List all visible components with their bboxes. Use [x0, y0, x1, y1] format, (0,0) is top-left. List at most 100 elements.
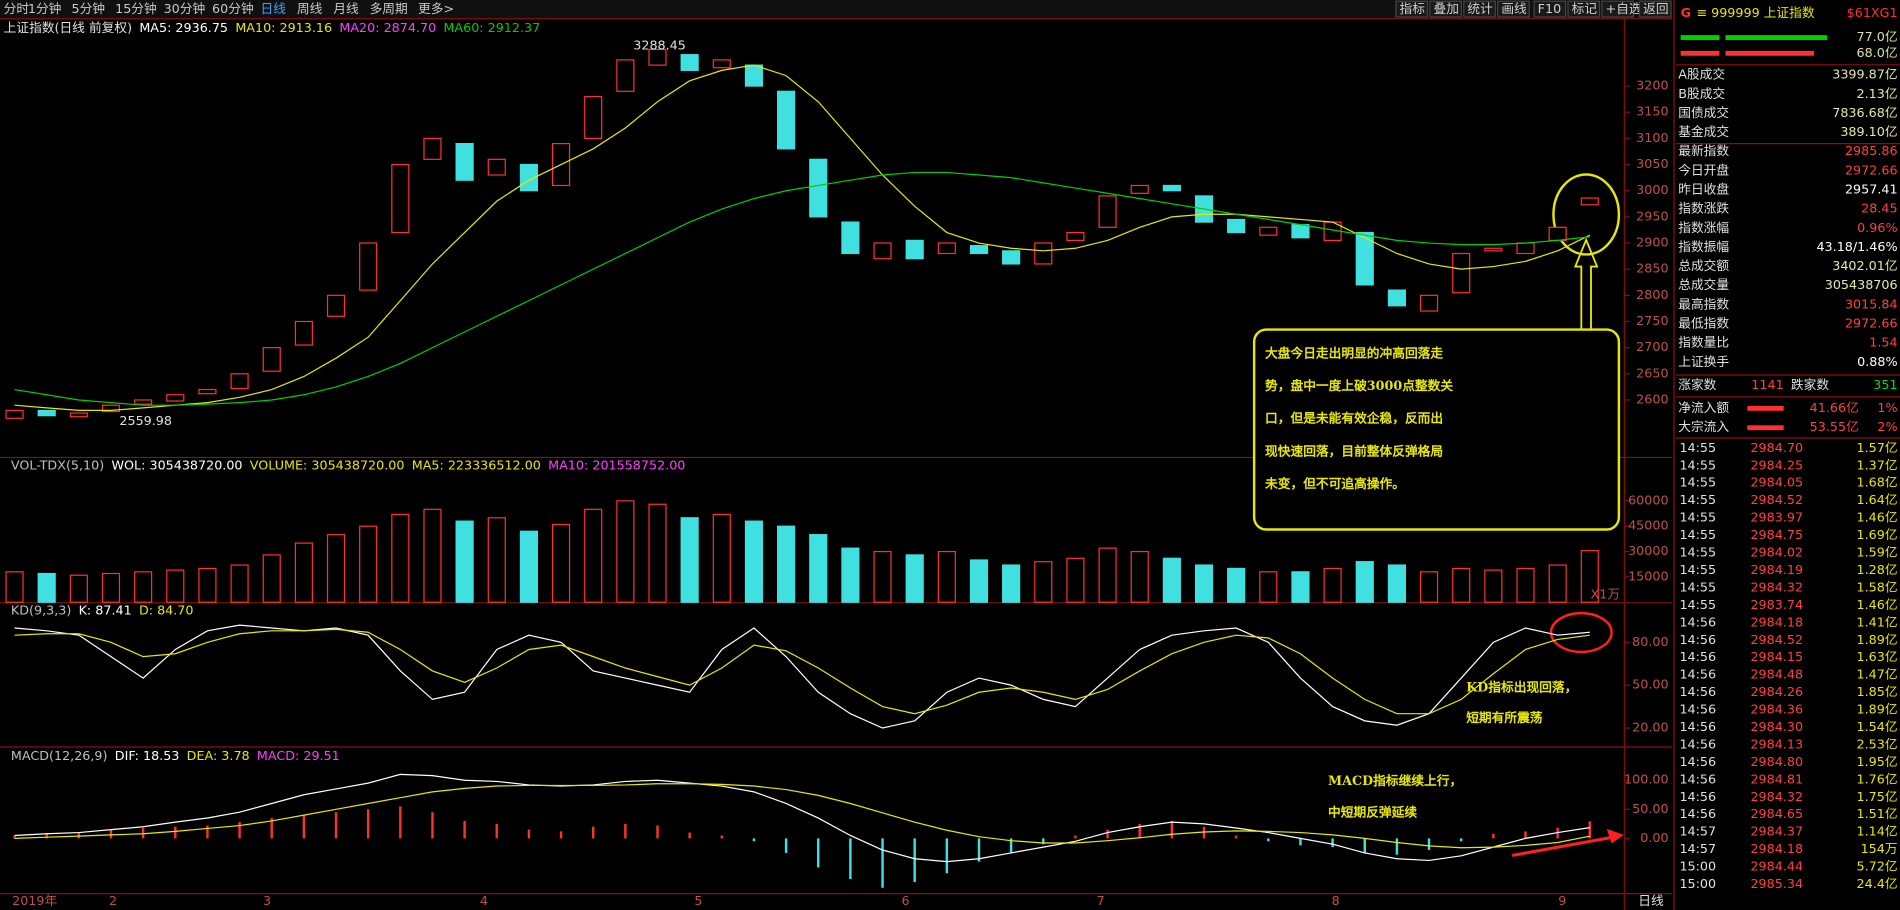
volume-bar [551, 523, 571, 603]
stat-value: 305438706 [1825, 277, 1898, 292]
period-tab[interactable]: 月线 [333, 1, 359, 16]
stat-label: 总成交额 [1678, 258, 1729, 273]
volume-bar [487, 517, 506, 603]
tick-price: 2984.52 [1750, 492, 1803, 507]
tool-button-bg [1638, 0, 1672, 18]
candle [1066, 231, 1085, 242]
volume-bar [262, 554, 281, 603]
tool-button[interactable]: +自选 [1606, 1, 1642, 16]
volume-bar [455, 520, 474, 603]
tick-time: 14:55 [1679, 457, 1716, 472]
tick-volume: 1.46亿 [1857, 597, 1898, 612]
stat-value: 3399.87亿 [1832, 67, 1897, 82]
period-tab[interactable]: 日线 [261, 1, 287, 16]
tick-volume: 1.63亿 [1857, 649, 1898, 664]
candle [198, 388, 217, 395]
period-tab[interactable]: 15分钟 [115, 1, 157, 16]
period-tab[interactable]: 5分钟 [71, 1, 105, 16]
tick-time: 14:56 [1679, 736, 1716, 751]
volume-bar [1066, 557, 1085, 603]
annotation-shapes [1252, 173, 1624, 857]
volume-bar [1548, 564, 1567, 603]
x-tick-label: 4 [480, 893, 488, 908]
y-tick-label: 2800 [1636, 287, 1668, 302]
tick-price: 2984.19 [1750, 562, 1803, 577]
panel-header: VOL-TDX(5,10) WOL: 305438720.00 VOLUME: 30… [11, 457, 686, 472]
stat-value: 1141 [1751, 377, 1783, 392]
candle [1098, 195, 1117, 228]
candle [262, 347, 281, 372]
y-tick-label: 15000 [1628, 568, 1668, 583]
legend-entry: MA10: 2913.16 [235, 19, 332, 34]
tool-button[interactable]: 画线 [1501, 1, 1527, 16]
stat-label: 涨家数 [1678, 377, 1716, 392]
volume-bar [69, 574, 88, 603]
volume-bar [873, 550, 892, 603]
volume-bar [101, 572, 121, 603]
tool-button[interactable]: F10 [1538, 1, 1562, 16]
volume-bar [1194, 564, 1214, 603]
volume-bar [680, 517, 699, 603]
tool-button[interactable]: 指标 [1400, 1, 1426, 16]
volume-bar [230, 564, 249, 603]
legend-entry: MA5: 2936.75 [139, 19, 228, 34]
tick-price: 2984.36 [1750, 702, 1803, 717]
tick-time: 14:56 [1679, 684, 1716, 699]
volume-bar [1162, 557, 1181, 603]
arrow [1511, 834, 1620, 857]
candle [1484, 247, 1503, 252]
tick-price: 2984.44 [1750, 859, 1803, 874]
panel-header: MACD(12,26,9) DIF: 18.53 DEA: 3.78 MACD: 29… [11, 748, 340, 763]
stat-label: 大宗流入 [1678, 419, 1729, 434]
legend-entry: MA20: 2874.70 [339, 19, 436, 34]
period-tab[interactable]: 周线 [297, 1, 323, 16]
candle [1419, 294, 1439, 312]
tool-button[interactable]: 标记 [1572, 1, 1598, 16]
tick-price: 2984.70 [1750, 440, 1803, 455]
stat-value: 389.10亿 [1840, 124, 1897, 139]
y-tick-label: 3000 [1636, 182, 1668, 197]
candle [1452, 252, 1471, 294]
tick-volume: 1.89亿 [1857, 702, 1898, 717]
tool-button[interactable]: 叠加 [1433, 1, 1458, 16]
tool-button-bg [1395, 0, 1429, 18]
x-tick-label: 7 [1097, 893, 1105, 908]
y-tick-label: 3200 [1636, 78, 1668, 93]
code: G [1681, 5, 1691, 20]
tool-button[interactable]: 统计 [1467, 1, 1493, 16]
period-tab[interactable]: 多周期 [370, 1, 408, 16]
legend-entry: MA60: 2912.37 [443, 19, 540, 34]
candle [648, 48, 667, 66]
stat-value: 351 [1873, 377, 1897, 392]
tick-price: 2984.37 [1750, 824, 1803, 839]
volume-bar [1452, 567, 1471, 603]
tick-volume: 1.64亿 [1857, 492, 1898, 507]
period-tab[interactable]: 30分钟 [164, 1, 206, 16]
tick-volume: 1.76亿 [1857, 771, 1898, 786]
tick-volume: 1.14亿 [1857, 824, 1898, 839]
arrow-head [1606, 828, 1624, 844]
volume-bar [166, 569, 185, 603]
tool-button[interactable]: 返回 [1643, 1, 1668, 16]
candle [777, 90, 796, 150]
candle [166, 394, 185, 402]
period-tab[interactable]: 分时 [4, 1, 30, 16]
candle [326, 294, 346, 317]
volume-bar [198, 567, 217, 603]
candle [1580, 197, 1599, 206]
flow-bar [1747, 405, 1784, 411]
y-tick-label: 2650 [1636, 365, 1668, 380]
stat-value: 1.54 [1869, 335, 1897, 350]
tick-volume: 24.4亿 [1857, 876, 1898, 891]
period-tab[interactable]: 60分钟 [212, 1, 254, 16]
period-tab[interactable]: 更多> [418, 1, 454, 16]
y-tick-label: 2850 [1636, 261, 1668, 276]
candle [37, 409, 56, 417]
tick-volume: 1.59亿 [1857, 545, 1898, 560]
candle [744, 64, 764, 87]
period-tab[interactable]: 1分钟 [28, 1, 62, 16]
annotation-text: 势，盘中一度上破3000点整数关 [1265, 378, 1453, 393]
legend-entry: D: 84.70 [139, 602, 194, 617]
y-tick-label: 3050 [1636, 156, 1668, 171]
